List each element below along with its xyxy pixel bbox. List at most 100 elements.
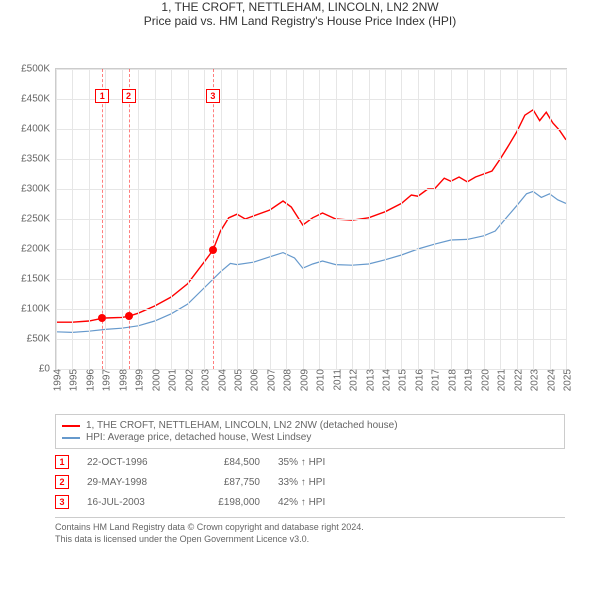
x-gridline <box>385 69 386 369</box>
legend-item: 1, THE CROFT, NETTLEHAM, LINCOLN, LN2 2N… <box>62 420 558 431</box>
x-gridline <box>286 69 287 369</box>
sale-number-box: 3 <box>206 89 220 103</box>
x-gridline <box>72 69 73 369</box>
sale-vs-hpi: 35% ↑ HPI <box>278 457 325 468</box>
legend-label: 1, THE CROFT, NETTLEHAM, LINCOLN, LN2 2N… <box>86 420 398 431</box>
sale-date: 16-JUL-2003 <box>87 497 172 508</box>
sale-entry: 3 16-JUL-2003 £198,000 42% ↑ HPI <box>55 495 565 509</box>
sale-number-box: 1 <box>95 89 109 103</box>
y-tick-label: £500K <box>21 64 56 75</box>
x-gridline <box>500 69 501 369</box>
y-gridline <box>56 309 566 310</box>
x-tick-label: 1994 <box>49 369 64 391</box>
sale-price: £84,500 <box>190 457 260 468</box>
footer-line: This data is licensed under the Open Gov… <box>55 534 565 546</box>
x-gridline <box>204 69 205 369</box>
sale-date: 22-OCT-1996 <box>87 457 172 468</box>
x-tick-label: 2016 <box>410 369 425 391</box>
legend-label: HPI: Average price, detached house, West… <box>86 432 311 443</box>
x-gridline <box>467 69 468 369</box>
x-tick-label: 2013 <box>361 369 376 391</box>
y-tick-label: £450K <box>21 94 56 105</box>
sale-line <box>102 69 103 369</box>
y-gridline <box>56 279 566 280</box>
x-tick-label: 2015 <box>394 369 409 391</box>
series-line <box>56 191 566 332</box>
x-tick-label: 2017 <box>427 369 442 391</box>
sale-marker <box>125 312 133 320</box>
footer: Contains HM Land Registry data © Crown c… <box>55 517 565 545</box>
sale-date: 29-MAY-1998 <box>87 477 172 488</box>
x-gridline <box>484 69 485 369</box>
sale-number-box: 2 <box>122 89 136 103</box>
y-tick-label: £50K <box>27 334 56 345</box>
x-tick-label: 2004 <box>213 369 228 391</box>
y-tick-label: £350K <box>21 154 56 165</box>
x-tick-label: 2024 <box>542 369 557 391</box>
x-gridline <box>221 69 222 369</box>
sale-vs-hpi: 33% ↑ HPI <box>278 477 325 488</box>
chart: £0£50K£100K£150K£200K£250K£300K£350K£400… <box>0 28 600 408</box>
legend: 1, THE CROFT, NETTLEHAM, LINCOLN, LN2 2N… <box>55 414 565 449</box>
y-tick-label: £300K <box>21 184 56 195</box>
sale-vs-hpi: 42% ↑ HPI <box>278 497 325 508</box>
x-gridline <box>550 69 551 369</box>
sale-price: £198,000 <box>190 497 260 508</box>
x-tick-label: 1995 <box>65 369 80 391</box>
y-tick-label: £250K <box>21 214 56 225</box>
y-gridline <box>56 69 566 70</box>
x-gridline <box>533 69 534 369</box>
x-tick-label: 2000 <box>147 369 162 391</box>
footer-line: Contains HM Land Registry data © Crown c… <box>55 522 565 534</box>
y-tick-label: £400K <box>21 124 56 135</box>
x-gridline <box>138 69 139 369</box>
x-tick-label: 2023 <box>526 369 541 391</box>
y-gridline <box>56 219 566 220</box>
x-gridline <box>369 69 370 369</box>
sale-number-box: 1 <box>55 455 69 469</box>
sale-line <box>213 69 214 369</box>
sale-number-box: 2 <box>55 475 69 489</box>
x-tick-label: 2005 <box>229 369 244 391</box>
x-gridline <box>319 69 320 369</box>
page-subtitle: Price paid vs. HM Land Registry's House … <box>0 14 600 28</box>
x-gridline <box>434 69 435 369</box>
x-tick-label: 2007 <box>262 369 277 391</box>
y-gridline <box>56 339 566 340</box>
y-tick-label: £150K <box>21 274 56 285</box>
x-tick-label: 2008 <box>279 369 294 391</box>
sale-line <box>129 69 130 369</box>
x-gridline <box>122 69 123 369</box>
sale-price: £87,750 <box>190 477 260 488</box>
plot-area: £0£50K£100K£150K£200K£250K£300K£350K£400… <box>55 68 567 370</box>
legend-item: HPI: Average price, detached house, West… <box>62 432 558 443</box>
sale-number-box: 3 <box>55 495 69 509</box>
y-gridline <box>56 249 566 250</box>
y-tick-label: £200K <box>21 244 56 255</box>
x-gridline <box>56 69 57 369</box>
sales-list: 1 22-OCT-1996 £84,500 35% ↑ HPI 2 29-MAY-1998… <box>55 455 565 509</box>
x-tick-label: 2020 <box>476 369 491 391</box>
x-gridline <box>155 69 156 369</box>
x-gridline <box>171 69 172 369</box>
x-tick-label: 1999 <box>131 369 146 391</box>
page-title: 1, THE CROFT, NETTLEHAM, LINCOLN, LN2 2N… <box>0 0 600 14</box>
x-tick-label: 1996 <box>81 369 96 391</box>
x-tick-label: 2012 <box>345 369 360 391</box>
sale-entry: 2 29-MAY-1998 £87,750 33% ↑ HPI <box>55 475 565 489</box>
x-gridline <box>237 69 238 369</box>
y-gridline <box>56 189 566 190</box>
x-gridline <box>566 69 567 369</box>
series-line <box>56 110 566 322</box>
sale-entry: 1 22-OCT-1996 £84,500 35% ↑ HPI <box>55 455 565 469</box>
x-gridline <box>253 69 254 369</box>
x-tick-label: 2019 <box>460 369 475 391</box>
x-tick-label: 2022 <box>509 369 524 391</box>
x-tick-label: 1998 <box>114 369 129 391</box>
legend-swatch <box>62 437 80 439</box>
x-tick-label: 2018 <box>443 369 458 391</box>
x-tick-label: 2025 <box>559 369 574 391</box>
y-gridline <box>56 159 566 160</box>
y-gridline <box>56 129 566 130</box>
x-tick-label: 2009 <box>295 369 310 391</box>
